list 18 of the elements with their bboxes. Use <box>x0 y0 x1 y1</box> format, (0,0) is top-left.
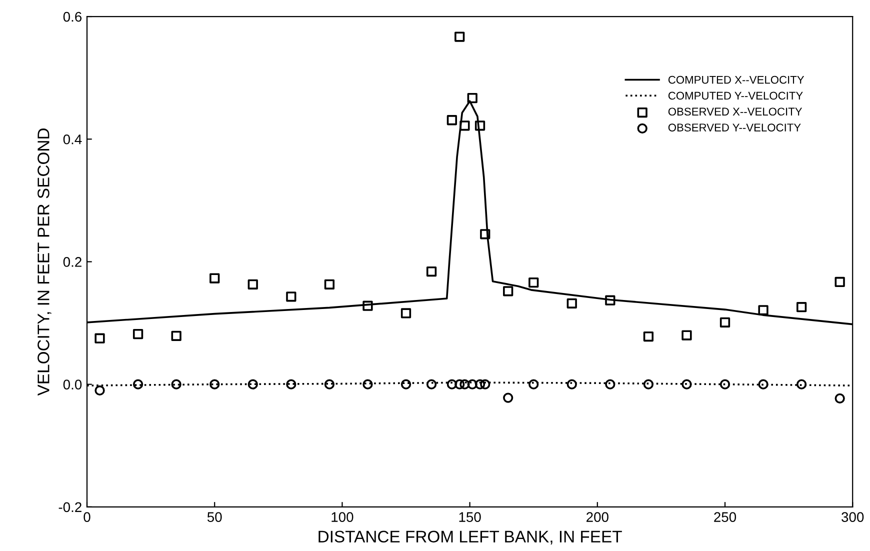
y-axis-title: VELOCITY, IN FEET PER SECOND <box>38 128 52 396</box>
y-tick-label: 0.0 <box>63 380 82 390</box>
x-tick-label: 200 <box>586 512 608 522</box>
y-tick-label: 0.6 <box>63 12 82 22</box>
y-tick-label: -0.2 <box>58 502 82 512</box>
x-axis-title: DISTANCE FROM LEFT BANK, IN FEET <box>318 530 622 544</box>
x-tick-label: 0 <box>84 512 90 522</box>
legend-label: OBSERVED X--VELOCITY <box>668 108 802 116</box>
legend-label: COMPUTED Y--VELOCITY <box>668 92 803 100</box>
y-tick-label: 0.4 <box>63 134 82 144</box>
x-tick-label: 300 <box>842 512 864 522</box>
y-tick-label: 0.2 <box>63 257 82 267</box>
x-tick-label: 50 <box>207 512 222 522</box>
legend-label: OBSERVED Y--VELOCITY <box>668 124 801 132</box>
legend-label: COMPUTED X--VELOCITY <box>668 76 804 84</box>
x-tick-label: 100 <box>332 512 354 522</box>
x-tick-label: 250 <box>714 512 736 522</box>
x-tick-label: 150 <box>459 512 481 522</box>
